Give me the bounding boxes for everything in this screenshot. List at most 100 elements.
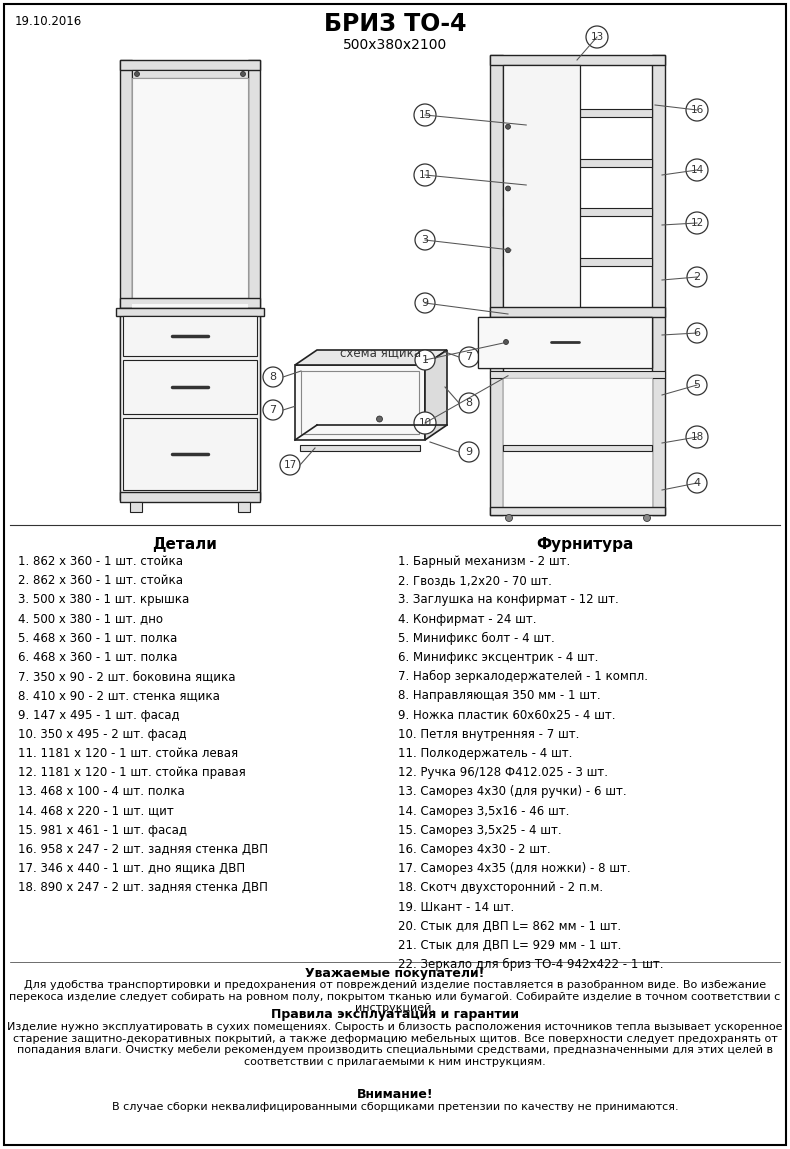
Text: 4. 500 х 380 - 1 шт. дно: 4. 500 х 380 - 1 шт. дно [18, 612, 163, 625]
Circle shape [377, 416, 382, 422]
Text: 1. Барный механизм - 2 шт.: 1. Барный механизм - 2 шт. [398, 555, 570, 568]
Circle shape [687, 473, 707, 493]
Text: 21. Стык для ДВП L= 929 мм - 1 шт.: 21. Стык для ДВП L= 929 мм - 1 шт. [398, 939, 622, 953]
Text: В случае сборки неквалифицированными сборщиками претензии по качеству не принима: В случае сборки неквалифицированными сбо… [111, 1102, 679, 1112]
Circle shape [506, 124, 510, 129]
Text: 7. 350 х 90 - 2 шт. боковина ящика: 7. 350 х 90 - 2 шт. боковина ящика [18, 670, 235, 684]
Text: 2. Гвоздь 1,2х20 - 70 шт.: 2. Гвоздь 1,2х20 - 70 шт. [398, 574, 552, 587]
Circle shape [459, 393, 479, 412]
Text: 12: 12 [690, 218, 704, 228]
Text: Внимание!: Внимание! [357, 1088, 433, 1101]
Text: 500х380х2100: 500х380х2100 [343, 38, 447, 52]
Bar [503, 159, 652, 167]
Text: 10. Петля внутренняя - 7 шт.: 10. Петля внутренняя - 7 шт. [398, 727, 579, 741]
Text: 16. Саморез 4х30 - 2 шт.: 16. Саморез 4х30 - 2 шт. [398, 843, 551, 856]
Text: 4. Конфирмат - 24 шт.: 4. Конфирмат - 24 шт. [398, 612, 536, 625]
Circle shape [415, 230, 435, 250]
Circle shape [686, 213, 708, 234]
Text: 1. 862 х 360 - 1 шт. стойка: 1. 862 х 360 - 1 шт. стойка [18, 555, 183, 568]
Text: 9. Ножка пластик 60х60х25 - 4 шт.: 9. Ножка пластик 60х60х25 - 4 шт. [398, 709, 615, 722]
Circle shape [687, 375, 707, 395]
Text: Уважаемые покупатели!: Уважаемые покупатели! [305, 967, 485, 980]
Text: схема ящика: схема ящика [340, 346, 422, 358]
Text: 9: 9 [465, 447, 472, 457]
Text: 13: 13 [590, 32, 604, 43]
Text: 6: 6 [694, 327, 701, 338]
Text: 9: 9 [421, 298, 428, 308]
Bar [248, 60, 260, 500]
Circle shape [586, 26, 608, 48]
Text: Детали: Детали [152, 537, 217, 552]
Circle shape [414, 164, 436, 186]
Text: 17: 17 [284, 460, 296, 470]
Bar [490, 371, 665, 378]
Bar [123, 360, 257, 414]
Circle shape [414, 412, 436, 434]
Text: 8. Направляющая 350 мм - 1 шт.: 8. Направляющая 350 мм - 1 шт. [398, 689, 600, 702]
Text: 17. 346 х 440 - 1 шт. дно ящика ДВП: 17. 346 х 440 - 1 шт. дно ящика ДВП [18, 862, 245, 876]
Circle shape [263, 367, 283, 387]
Bar [652, 55, 665, 515]
Bar [123, 418, 257, 489]
Text: 14. 468 х 220 - 1 шт. щит: 14. 468 х 220 - 1 шт. щит [18, 804, 174, 818]
Circle shape [686, 99, 708, 121]
Text: 18: 18 [690, 432, 704, 442]
Bar [132, 70, 248, 78]
Circle shape [414, 105, 436, 126]
Text: 6. 468 х 360 - 1 шт. полка: 6. 468 х 360 - 1 шт. полка [18, 651, 178, 664]
Bar [478, 317, 652, 368]
Text: 17. Саморез 4х35 (для ножки) - 8 шт.: 17. Саморез 4х35 (для ножки) - 8 шт. [398, 862, 630, 876]
Text: 5. Минификс болт - 4 шт.: 5. Минификс болт - 4 шт. [398, 632, 555, 645]
Text: 19.10.2016: 19.10.2016 [15, 15, 82, 28]
Circle shape [263, 400, 283, 421]
Text: 8: 8 [465, 398, 472, 408]
Text: 14: 14 [690, 165, 704, 175]
Circle shape [459, 442, 479, 462]
Text: 18. 890 х 247 - 2 шт. задняя стенка ДВП: 18. 890 х 247 - 2 шт. задняя стенка ДВП [18, 881, 268, 894]
Circle shape [506, 186, 510, 191]
Circle shape [687, 267, 707, 287]
Polygon shape [425, 350, 447, 440]
Bar [120, 60, 260, 70]
Bar [300, 445, 420, 452]
Text: 8: 8 [269, 372, 276, 381]
Text: 7: 7 [269, 404, 276, 415]
Circle shape [415, 350, 435, 370]
Circle shape [687, 323, 707, 344]
Bar [490, 55, 503, 515]
Text: 2. 862 х 360 - 1 шт. стойка: 2. 862 х 360 - 1 шт. стойка [18, 574, 183, 587]
Text: Фурнитура: Фурнитура [536, 537, 634, 552]
Bar [503, 65, 581, 313]
Circle shape [240, 300, 246, 304]
Text: 6. Минификс эксцентрик - 4 шт.: 6. Минификс эксцентрик - 4 шт. [398, 651, 598, 664]
Circle shape [686, 426, 708, 448]
Text: 3. 500 х 380 - 1 шт. крышка: 3. 500 х 380 - 1 шт. крышка [18, 593, 190, 607]
Circle shape [134, 300, 140, 304]
Bar [120, 60, 132, 500]
Text: 16. 958 х 247 - 2 шт. задняя стенка ДВП: 16. 958 х 247 - 2 шт. задняя стенка ДВП [18, 843, 268, 856]
Text: 11. Полкодержатель - 4 шт.: 11. Полкодержатель - 4 шт. [398, 747, 573, 759]
Polygon shape [295, 365, 425, 440]
Text: 8. 410 х 90 - 2 шт. стенка ящика: 8. 410 х 90 - 2 шт. стенка ящика [18, 689, 220, 702]
Bar [130, 502, 142, 512]
Bar [503, 257, 652, 265]
Text: 12. 1181 х 120 - 1 шт. стойка правая: 12. 1181 х 120 - 1 шт. стойка правая [18, 766, 246, 779]
Text: 19. Шкант - 14 шт.: 19. Шкант - 14 шт. [398, 901, 514, 913]
Bar [490, 507, 665, 515]
Bar [116, 308, 264, 316]
Text: 15. 981 х 461 - 1 шт. фасад: 15. 981 х 461 - 1 шт. фасад [18, 824, 187, 836]
Text: 4: 4 [694, 478, 701, 488]
Bar [301, 371, 419, 434]
Text: 15: 15 [419, 110, 431, 119]
Bar [132, 78, 248, 298]
Bar [132, 304, 248, 324]
Text: 3: 3 [422, 236, 428, 245]
Circle shape [686, 159, 708, 182]
Bar [238, 502, 250, 512]
Circle shape [459, 347, 479, 367]
Bar [503, 208, 652, 216]
Text: 7: 7 [465, 352, 472, 362]
Circle shape [280, 455, 300, 475]
Bar [120, 308, 260, 500]
Text: БРИЗ ТО-4: БРИЗ ТО-4 [324, 11, 466, 36]
